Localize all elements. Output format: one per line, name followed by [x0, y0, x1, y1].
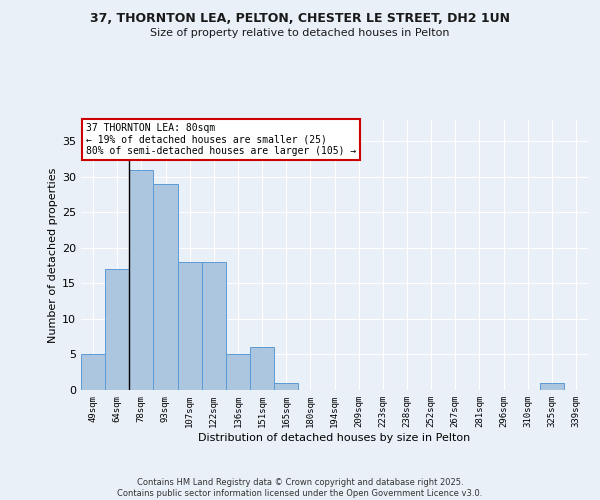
Bar [202, 262, 226, 390]
Bar [178, 262, 202, 390]
Text: 37 THORNTON LEA: 80sqm
← 19% of detached houses are smaller (25)
80% of semi-det: 37 THORNTON LEA: 80sqm ← 19% of detached… [86, 122, 356, 156]
Bar [81, 354, 105, 390]
Bar [540, 383, 564, 390]
X-axis label: Distribution of detached houses by size in Pelton: Distribution of detached houses by size … [199, 432, 470, 442]
Bar [105, 269, 129, 390]
Bar [226, 354, 250, 390]
Y-axis label: Number of detached properties: Number of detached properties [48, 168, 58, 342]
Bar [129, 170, 154, 390]
Text: Size of property relative to detached houses in Pelton: Size of property relative to detached ho… [150, 28, 450, 38]
Bar [274, 383, 298, 390]
Text: 37, THORNTON LEA, PELTON, CHESTER LE STREET, DH2 1UN: 37, THORNTON LEA, PELTON, CHESTER LE STR… [90, 12, 510, 26]
Bar [250, 348, 274, 390]
Text: Contains HM Land Registry data © Crown copyright and database right 2025.
Contai: Contains HM Land Registry data © Crown c… [118, 478, 482, 498]
Bar [154, 184, 178, 390]
